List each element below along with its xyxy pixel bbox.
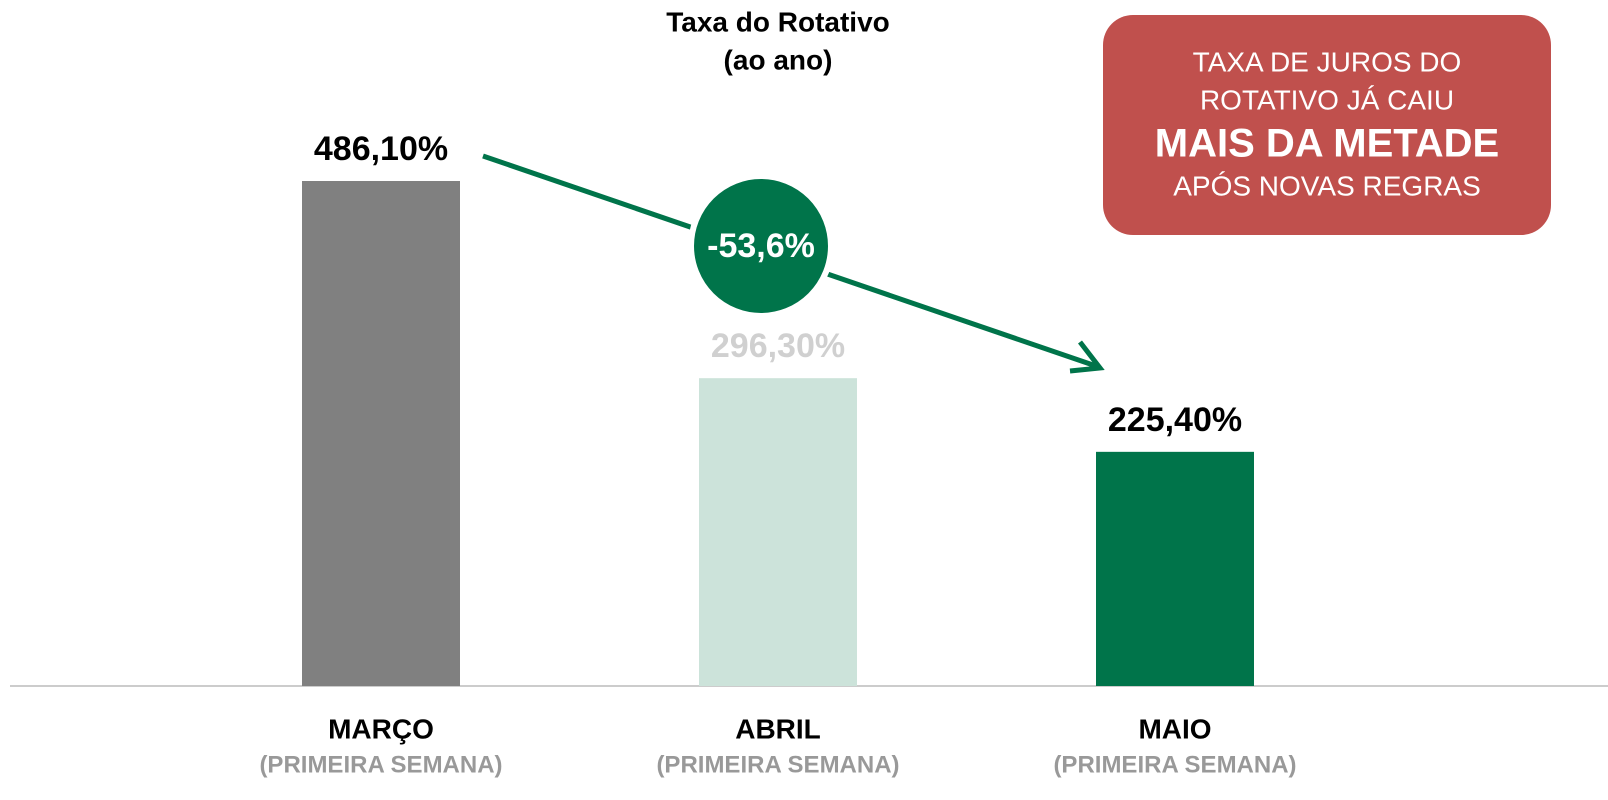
x-tick-label: ABRIL (735, 713, 821, 744)
x-tick-sublabel: (PRIMEIRA SEMANA) (259, 751, 502, 778)
data-label: 225,40% (1108, 401, 1242, 439)
change-badge (688, 173, 834, 319)
change-label: -53,6% (707, 227, 815, 265)
bar (1096, 451, 1254, 686)
callout-text: APÓS NOVAS REGRAS (1173, 170, 1481, 201)
x-tick-label: MARÇO (328, 713, 434, 744)
chart-subtitle: (ao ano) (724, 44, 833, 75)
x-tick-label: MAIO (1138, 713, 1211, 744)
arrow-head (1069, 340, 1105, 374)
callout-emphasis: MAIS DA METADE (1155, 122, 1499, 166)
data-label: 296,30% (711, 327, 845, 365)
callout-box (1103, 15, 1551, 235)
x-tick-sublabel: (PRIMEIRA SEMANA) (656, 751, 899, 778)
callout-text: TAXA DE JUROS DO (1193, 46, 1462, 77)
x-tick-sublabel: (PRIMEIRA SEMANA) (1053, 751, 1296, 778)
data-label: 486,10% (314, 130, 448, 168)
bar (302, 181, 460, 686)
chart-title: Taxa do Rotativo (666, 6, 890, 37)
bar (699, 378, 857, 686)
callout-text: ROTATIVO JÁ CAIU (1200, 84, 1454, 115)
